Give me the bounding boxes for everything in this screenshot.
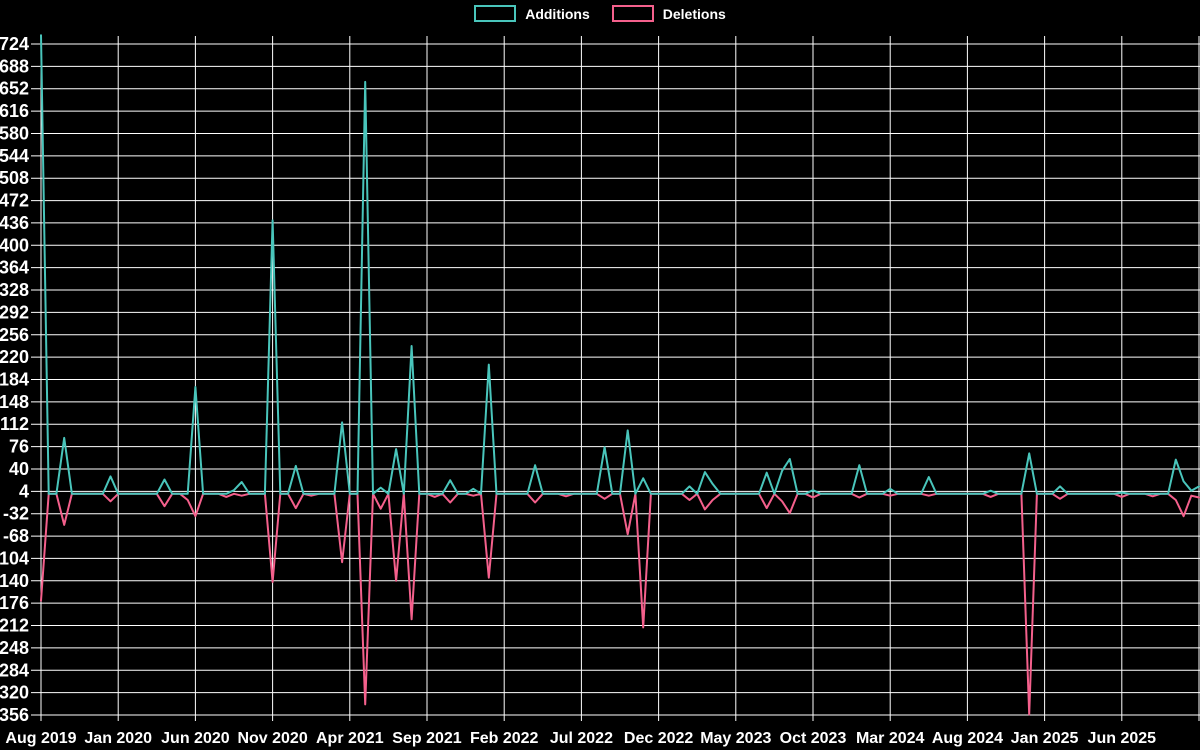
- y-tick-label: 4: [19, 481, 29, 501]
- legend-item-deletions[interactable]: Deletions: [611, 5, 726, 22]
- y-tick-label: 292: [0, 302, 29, 322]
- x-tick-label: Nov 2020: [237, 730, 307, 747]
- y-tick-label: 472: [0, 191, 29, 211]
- y-tick-label: 40: [9, 459, 29, 479]
- x-tick-label: Apr 2021: [316, 730, 384, 747]
- y-tick-label: -68: [3, 526, 29, 546]
- y-tick-label: -176: [0, 593, 29, 613]
- y-tick-label: 112: [0, 414, 29, 434]
- y-tick-label: 184: [0, 370, 29, 390]
- legend-label-additions: Additions: [525, 5, 590, 22]
- x-tick-label: Sep 2021: [392, 730, 461, 747]
- y-tick-label: 508: [0, 168, 29, 188]
- y-tick-label: 256: [0, 325, 29, 345]
- y-tick-label: 544: [0, 146, 29, 166]
- x-tick-label: May 2023: [700, 730, 771, 747]
- y-tick-label: -248: [0, 638, 29, 658]
- y-tick-label: -32: [3, 504, 29, 524]
- y-tick-label: -356: [0, 705, 29, 725]
- y-tick-label: -104: [0, 548, 29, 568]
- x-tick-label: Aug 2024: [932, 730, 1003, 747]
- x-tick-label: Dec 2022: [624, 730, 693, 747]
- x-tick-label: Jan 2025: [1011, 730, 1079, 747]
- x-tick-label: Jun 2025: [1088, 730, 1157, 747]
- x-tick-label: Feb 2022: [470, 730, 539, 747]
- x-tick-label: Aug 2019: [5, 730, 76, 747]
- chart-legend: Additions Deletions: [0, 5, 1200, 22]
- x-tick-label: Jan 2020: [84, 730, 152, 747]
- y-tick-label: 688: [0, 56, 29, 76]
- x-tick-label: Oct 2023: [780, 730, 847, 747]
- y-tick-label: 328: [0, 280, 29, 300]
- x-tick-label: Jul 2022: [550, 730, 613, 747]
- y-tick-label: -284: [0, 660, 29, 680]
- y-tick-label: 580: [0, 123, 29, 143]
- y-tick-label: 220: [0, 347, 29, 367]
- y-tick-label: -140: [0, 571, 29, 591]
- y-tick-label: 148: [0, 392, 29, 412]
- x-tick-label: Mar 2024: [856, 730, 925, 747]
- y-tick-label: 76: [9, 437, 29, 457]
- deletions-line: [40, 492, 1200, 716]
- x-tick-label: Jun 2020: [161, 730, 230, 747]
- y-tick-label: 616: [0, 101, 29, 121]
- y-tick-label: 724: [0, 34, 29, 54]
- y-tick-label: 400: [0, 235, 29, 255]
- deletions-swatch-icon: [611, 5, 654, 22]
- legend-label-deletions: Deletions: [662, 5, 726, 22]
- y-tick-label: 652: [0, 79, 29, 99]
- y-tick-label: -212: [0, 616, 29, 636]
- legend-item-additions[interactable]: Additions: [474, 5, 590, 22]
- y-tick-label: 364: [0, 258, 29, 278]
- y-tick-label: 436: [0, 213, 29, 233]
- y-tick-label: -320: [0, 683, 29, 703]
- additions-swatch-icon: [474, 5, 517, 22]
- additions-line: [40, 34, 1200, 495]
